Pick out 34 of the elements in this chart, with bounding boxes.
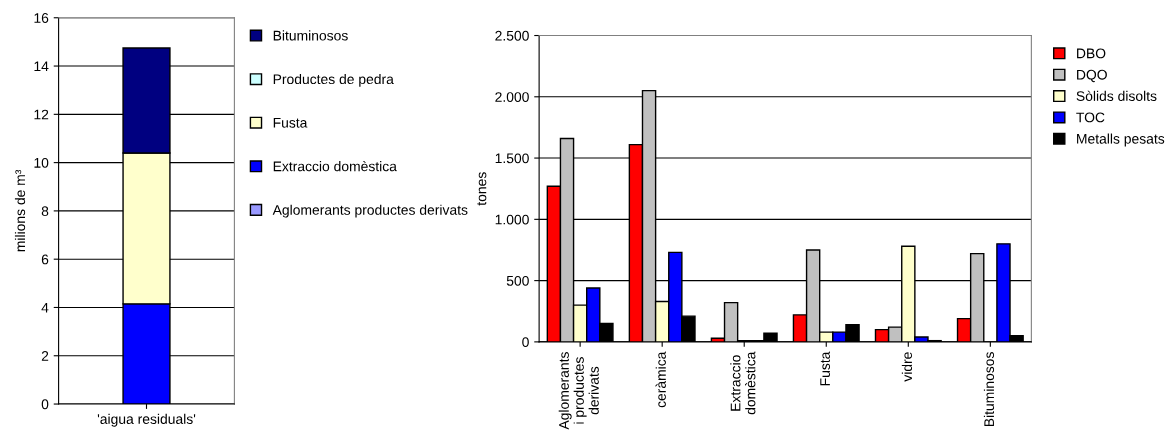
y-tick-label: 0: [41, 399, 49, 410]
legend-label: Metalls pesats: [1077, 133, 1165, 147]
legend-label: TOC: [1076, 112, 1105, 123]
x-tick-label: Fusta: [820, 351, 830, 386]
legend-label: Aglomerants productes derivats: [272, 204, 468, 218]
x-tick-label: Extraccio domèstica: [730, 351, 756, 415]
y-tick-label: 2.500: [495, 30, 529, 41]
x-tick-label: vidre: [901, 352, 913, 382]
x-tick-label: ceràmica: [655, 351, 666, 408]
y-tick-label: 14: [34, 61, 49, 72]
y-tick-label: 0: [522, 337, 529, 348]
y-tick-label: 500: [506, 275, 529, 286]
y-tick-label: 8: [41, 206, 49, 217]
x-tick-label: Bituminosos: [983, 352, 995, 427]
legend-label: Fusta: [273, 118, 308, 128]
legend-label: Productes de pedra: [273, 73, 394, 87]
legend-label: Sòlids disolts: [1076, 90, 1157, 101]
y-tick-label: 1.500: [495, 153, 529, 164]
y-tick-label: 6: [41, 254, 49, 265]
y-tick-label: 4: [41, 302, 49, 313]
y-axis-title: tones: [477, 172, 487, 206]
y-tick-label: 12: [34, 109, 49, 120]
y-tick-label: 10: [34, 157, 49, 168]
y-tick-label: 16: [34, 13, 49, 23]
y-tick-label: 2: [41, 351, 49, 361]
x-tick-label: 'aigua residuals': [97, 413, 196, 427]
legend-label: DBO: [1077, 48, 1106, 59]
y-tick-label: 1.000: [495, 214, 529, 225]
y-axis-title: milions de m³: [14, 169, 26, 252]
legend-label: Bituminosos: [273, 30, 348, 41]
legend-label: DQO: [1077, 69, 1107, 83]
y-tick-label: 2.000: [495, 92, 529, 102]
x-tick-label: Aglomerants i productes derivats: [558, 352, 599, 430]
legend-label: Extraccio domèstica: [273, 160, 397, 172]
